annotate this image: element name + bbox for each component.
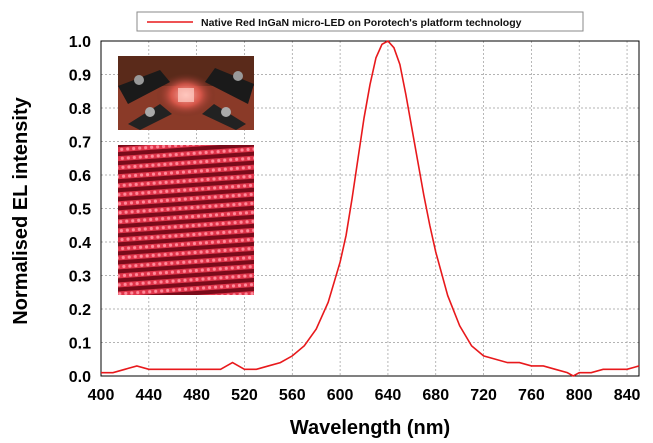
x-tick-label: 440: [135, 387, 162, 404]
x-tick-label: 480: [183, 387, 210, 404]
y-axis-title: Normalised EL intensity: [10, 96, 32, 324]
y-tick-label: 0.3: [69, 269, 91, 286]
x-tick-label: 680: [422, 387, 449, 404]
x-tick-label: 600: [327, 387, 354, 404]
inset-photo-probe-station: [118, 56, 254, 130]
inset-photo-led-array: [118, 145, 254, 295]
x-tick-label: 760: [518, 387, 545, 404]
x-tick-label: 840: [614, 387, 641, 404]
y-tick-label: 0.7: [69, 135, 91, 152]
x-tick-label: 560: [279, 387, 306, 404]
y-tick-label: 0.8: [69, 101, 91, 118]
y-tick-label: 1.0: [69, 34, 91, 51]
x-axis-ticks: 400 440 480 520 560 600 640 680 720 760 800 840: [88, 387, 641, 404]
x-tick-label: 400: [88, 387, 115, 404]
y-tick-label: 0.9: [69, 68, 91, 85]
x-tick-label: 720: [470, 387, 497, 404]
legend: Native Red InGaN micro-LED on Porotech's…: [136, 11, 584, 32]
x-tick-label: 800: [566, 387, 593, 404]
y-tick-label: 0.4: [69, 235, 91, 252]
y-axis-ticks: 0.0 0.1 0.2 0.3 0.4 0.5 0.6 0.7 0.8 0.9 1.0: [69, 34, 91, 386]
series-line: [101, 39, 640, 377]
y-tick-label: 0.6: [69, 168, 91, 185]
legend-label: Native Red InGaN micro-LED on Porotech's…: [201, 17, 522, 29]
plot-frame: [100, 40, 640, 377]
x-tick-label: 640: [375, 387, 402, 404]
y-tick-label: 0.2: [69, 302, 91, 319]
x-axis-title: Wavelength (nm): [290, 417, 450, 439]
y-tick-label: 0.5: [69, 202, 91, 219]
y-tick-label: 0.1: [69, 336, 91, 353]
y-tick-label: 0.0: [69, 369, 91, 386]
x-tick-label: 520: [231, 387, 258, 404]
